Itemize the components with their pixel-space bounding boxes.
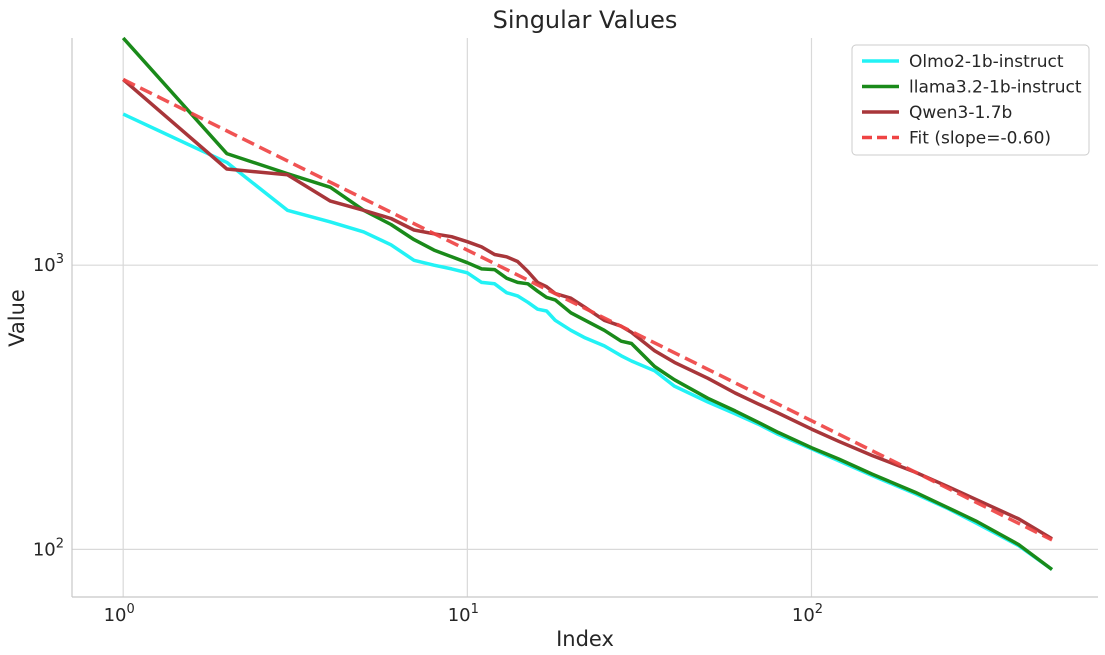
x-axis-title: Index — [556, 627, 614, 651]
legend-label: llama3.2-1b-instruct — [909, 78, 1082, 98]
x-tick-label: 102 — [792, 602, 823, 626]
x-tick-label: 100 — [104, 602, 135, 626]
chart-title: Singular Values — [493, 6, 678, 34]
axes-spines — [71, 38, 1098, 598]
series-line-3 — [122, 78, 1053, 541]
legend-label: Qwen3-1.7b — [909, 103, 1012, 123]
legend: Olmo2-1b-instruct llama3.2-1b-instruct Qwe… — [851, 44, 1090, 156]
legend-box — [851, 44, 1090, 156]
grid-lines — [72, 38, 1098, 597]
series-lines — [121, 36, 1054, 571]
series-line-2 — [121, 36, 1054, 571]
tick-labels: 100 101 102 102 103 — [33, 252, 823, 626]
legend-label: Olmo2-1b-instruct — [909, 52, 1064, 72]
series-line-4 — [122, 77, 1053, 542]
legend-label: Fit (slope=-0.60) — [909, 129, 1051, 149]
y-axis-title: Value — [5, 289, 29, 347]
y-tick-label: 103 — [33, 252, 64, 276]
x-tick-label: 101 — [448, 602, 479, 626]
y-tick-label: 102 — [33, 536, 64, 560]
